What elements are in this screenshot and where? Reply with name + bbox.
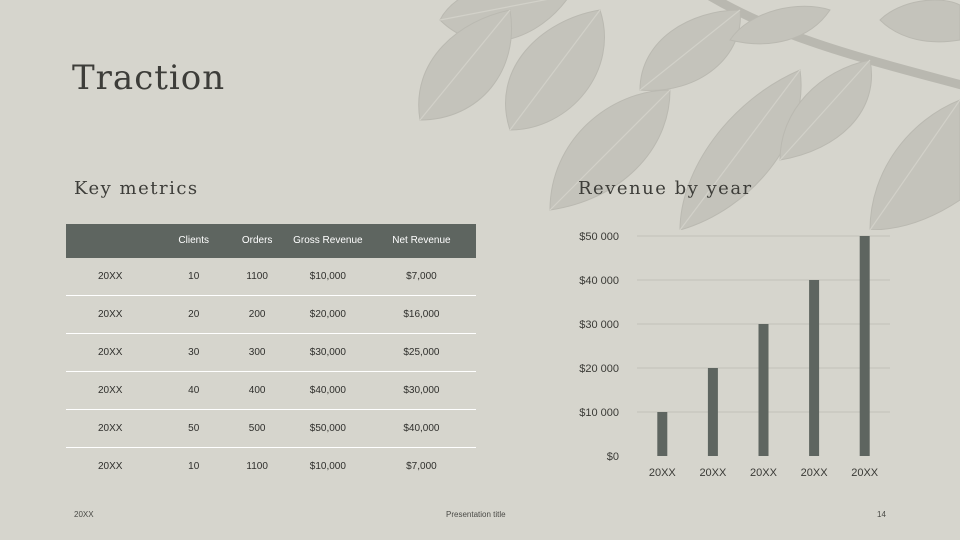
x-tick-label: 20XX	[649, 467, 677, 479]
y-tick-label: $40 000	[579, 275, 619, 287]
header-cell-gross-revenue: Gross Revenue	[288, 224, 367, 258]
key-metrics-heading: Key metrics	[74, 178, 199, 199]
header-cell-orders: Orders	[225, 224, 289, 258]
cell-net-revenue: $7,000	[366, 258, 476, 296]
cell-orders: 200	[225, 295, 289, 334]
key-metrics-table: Clients Orders Gross Revenue Net Revenue…	[66, 224, 476, 485]
cell-gross-revenue: $50,000	[288, 409, 367, 448]
bar	[707, 368, 718, 456]
header-cell-net-revenue: Net Revenue	[366, 224, 476, 258]
table-row: 20XX 50 500 $50,000 $40,000	[66, 409, 476, 448]
cell-clients: 20	[162, 295, 226, 334]
cell-net-revenue: $30,000	[366, 371, 476, 410]
cell-gross-revenue: $20,000	[288, 295, 367, 334]
x-tick-label: 20XX	[699, 467, 727, 479]
y-tick-label: $20 000	[579, 363, 619, 375]
cell-year: 20XX	[66, 258, 162, 296]
table-row: 20XX 30 300 $30,000 $25,000	[66, 333, 476, 372]
y-tick-label: $50 000	[579, 231, 619, 243]
cell-net-revenue: $40,000	[366, 409, 476, 448]
cell-gross-revenue: $10,000	[288, 258, 367, 296]
cell-net-revenue: $16,000	[366, 295, 476, 334]
revenue-by-year-heading: Revenue by year	[578, 178, 753, 199]
bar	[657, 412, 668, 456]
cell-clients: 10	[162, 258, 226, 296]
cell-net-revenue: $25,000	[366, 333, 476, 372]
cell-clients: 30	[162, 333, 226, 372]
cell-gross-revenue: $10,000	[309, 461, 346, 472]
cell-orders: 1100	[246, 461, 268, 472]
x-tick-label: 20XX	[851, 467, 879, 479]
cell-clients: 50	[162, 409, 226, 448]
cell-orders: 1100	[225, 258, 289, 296]
cell-net-revenue: $7,000	[406, 461, 437, 472]
footer-page-number: 14	[877, 510, 886, 519]
revenue-bar-chart: $0 $10 000 $20 000 $30 000 $40 000 $50 000 20X…	[579, 231, 890, 479]
bar	[859, 236, 870, 456]
table-row: 20XX 10 1100 $10,000 $7,000	[66, 448, 476, 486]
leaf-pattern-decoration	[418, 0, 960, 230]
cell-clients: 40	[162, 371, 226, 410]
cell-orders: 500	[225, 409, 289, 448]
table-row: 20XX 10 1100 $10,000 $7,000	[66, 258, 476, 296]
table-row: 20XX 20 200 $20,000 $16,000	[66, 295, 476, 334]
x-tick-label: 20XX	[750, 467, 778, 479]
table-row: 20XX 40 400 $40,000 $30,000	[66, 371, 476, 410]
bar	[758, 324, 769, 456]
cell-year: 20XX	[66, 409, 162, 448]
table-header-row: Clients Orders Gross Revenue Net Revenue	[66, 224, 476, 258]
cell-gross-revenue: $40,000	[288, 371, 367, 410]
footer-date: 20XX	[74, 510, 94, 519]
y-tick-label: $0	[607, 451, 619, 463]
y-tick-label: $10 000	[579, 407, 619, 419]
header-cell-blank	[66, 224, 162, 258]
cell-orders: 400	[225, 371, 289, 410]
cell-year: 20XX	[66, 295, 162, 334]
y-tick-label: $30 000	[579, 319, 619, 331]
cell-year: 20XX	[66, 371, 162, 410]
cell-year: 20XX	[98, 461, 123, 472]
cell-orders: 300	[225, 333, 289, 372]
cell-gross-revenue: $30,000	[288, 333, 367, 372]
slide-title: Traction	[72, 58, 226, 98]
bar	[809, 280, 820, 456]
x-tick-label: 20XX	[801, 467, 829, 479]
footer-presentation-title: Presentation title	[446, 510, 506, 519]
cell-year: 20XX	[66, 333, 162, 372]
header-cell-clients: Clients	[162, 224, 226, 258]
cell-clients: 10	[188, 461, 200, 472]
